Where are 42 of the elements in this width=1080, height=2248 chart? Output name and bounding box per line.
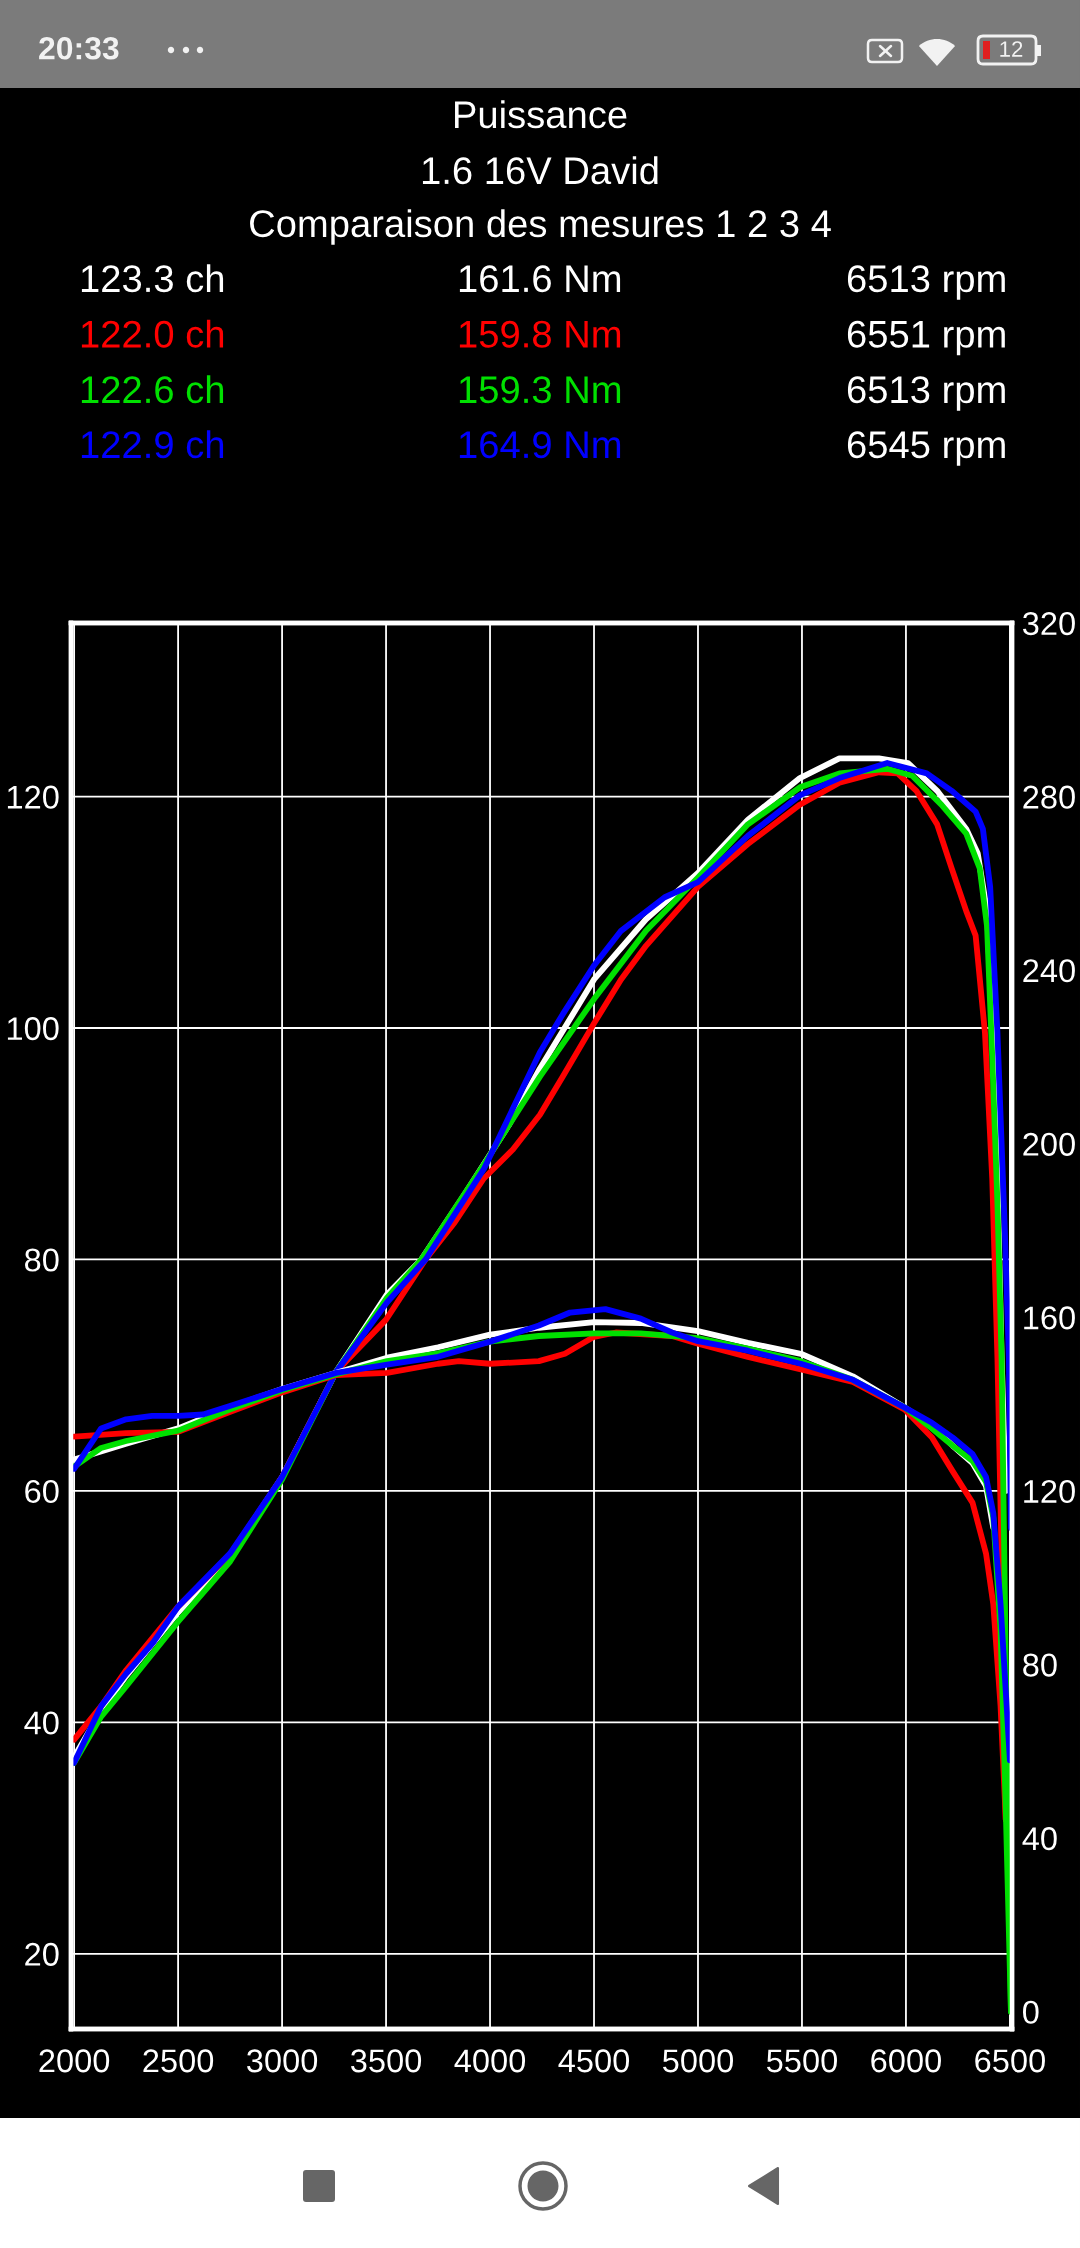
text: 164.9 Nm	[459, 431, 621, 459]
y2-tick-label: 80	[1023, 1653, 1057, 1677]
x-tick-label: 6000	[871, 2049, 941, 2073]
x-tick-label: 2000	[39, 2049, 110, 2073]
text: 6545 rpm	[847, 431, 1005, 466]
y-tick-label: 40	[24, 1711, 59, 1735]
text: 159.3 Nm	[459, 376, 621, 404]
text: 159.8 Nm	[459, 320, 621, 348]
text: 6551 rpm	[847, 320, 1005, 356]
y-tick-label: 20	[25, 1942, 59, 1966]
y-tick-label: 60	[25, 1479, 59, 1504]
text: 122.0 ch	[81, 319, 224, 348]
text: 20:33	[39, 36, 119, 60]
x-tick-label: 2500	[143, 2049, 214, 2073]
text: 6513 rpm	[847, 376, 1005, 411]
y2-tick-label: 280	[1023, 785, 1075, 809]
x-tick-label: 6500	[975, 2049, 1045, 2073]
y2-tick-label: 0	[1023, 2000, 1039, 2024]
text: 6513 rpm	[847, 265, 1005, 300]
x-tick-label: 4000	[454, 2049, 526, 2073]
text: 122.9 ch	[81, 430, 224, 459]
y2-tick-label: 120	[1024, 1479, 1075, 1504]
x-tick-label: 4500	[558, 2049, 630, 2073]
y-tick-label: 100	[7, 1017, 59, 1041]
y2-tick-label: 240	[1023, 959, 1075, 983]
y2-tick-label: 40	[1022, 1827, 1057, 1851]
y2-tick-label: 160	[1024, 1306, 1075, 1330]
y2-tick-label: 200	[1023, 1132, 1075, 1156]
text: 123.3 ch	[81, 264, 224, 293]
y-tick-label: 120	[7, 785, 59, 809]
x-tick-label: 3500	[351, 2049, 422, 2073]
text: 122.6 ch	[81, 375, 224, 404]
y2-tick-label: 320	[1022, 612, 1075, 636]
chart-subtitle: 1.6 16V David	[422, 156, 658, 185]
x-tick-label: 5000	[662, 2049, 734, 2073]
text: 12	[1000, 41, 1023, 57]
x-tick-label: 5500	[766, 2049, 837, 2073]
chart-title: Puissance	[455, 100, 627, 129]
x-tick-label: 3000	[247, 2049, 318, 2073]
y-tick-label: 80	[25, 1248, 59, 1272]
text: Comparaison des mesures 1 2 3 4	[250, 209, 831, 245]
text: 161.6 Nm	[459, 265, 621, 293]
